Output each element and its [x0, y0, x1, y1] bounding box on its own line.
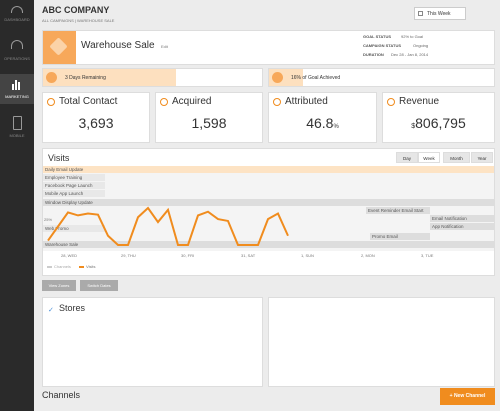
- kpi-value-text: 1,598: [191, 115, 227, 131]
- days-remaining: 3 Days Remaining: [42, 68, 263, 87]
- tab[interactable]: Week: [418, 152, 440, 163]
- channels-title: Channels: [42, 390, 81, 400]
- kpi-value: $806,795: [383, 115, 494, 131]
- calendar-icon: [418, 11, 423, 16]
- visits-title: Visits: [48, 153, 70, 163]
- kpi-icon: [387, 98, 395, 106]
- kpi-title: Total Contact: [59, 96, 118, 107]
- x-tick-label: 30, FRI: [181, 253, 195, 258]
- target-icon: [272, 72, 283, 83]
- stores-table: ✓ Stores: [42, 297, 263, 387]
- days-remaining-label: 3 Days Remaining: [65, 75, 106, 81]
- kpi-title: Acquired: [172, 96, 212, 107]
- campaign-card: Warehouse Sale Edit GOAL STATUS 92% to Go…: [42, 30, 495, 65]
- status-value: 92% to Goal: [401, 34, 424, 39]
- nav-item[interactable]: DASHBOARD: [4, 17, 30, 22]
- event-bar: Mobile App Launch: [43, 190, 105, 197]
- company-title: ABC COMPANY: [42, 5, 110, 15]
- table-title: Stores: [59, 303, 86, 313]
- status-value: Ongoing: [413, 43, 429, 48]
- check-icon: ✓: [48, 307, 54, 314]
- kpi-title: Attributed: [285, 96, 328, 107]
- nav-item[interactable]: MOBILE: [9, 133, 25, 138]
- kpi-card: Revenue $806,795: [382, 92, 495, 143]
- visits-panel: Visits Daily Email Update Employee Train…: [42, 148, 495, 276]
- event-bar: Promo Email: [370, 233, 430, 240]
- x-tick-label: 2, MON: [361, 253, 375, 258]
- tab[interactable]: Day: [396, 152, 418, 163]
- active-nav-bg: [0, 74, 34, 104]
- kpi-value-text: 3,693: [78, 115, 114, 131]
- x-tick-label: 29, THU: [121, 253, 136, 258]
- edit-link[interactable]: Edit: [161, 44, 168, 49]
- date-filter-label: This Week: [427, 11, 451, 17]
- event-bar: Email Notification: [430, 215, 494, 222]
- button[interactable]: View Zones: [42, 280, 76, 291]
- visits-line: [47, 206, 289, 246]
- event-bar: Employee Training: [43, 174, 105, 181]
- kpi-value-text: 806,795: [415, 115, 466, 131]
- event-bar: Event Reminder Email Start: [366, 207, 430, 214]
- kpi-title: Revenue: [399, 96, 440, 107]
- mobile-icon: [13, 116, 22, 130]
- nav-item[interactable]: OPERATIONS: [4, 56, 30, 61]
- x-tick-label: 31, SAT: [241, 253, 256, 258]
- tab[interactable]: Month: [443, 152, 470, 163]
- breadcrumb[interactable]: ALL CAMPAIGNS | WAREHOUSE SALE: [42, 18, 115, 23]
- kpi-value: 3,693: [43, 115, 149, 131]
- kpi-card: Acquired 1,598: [155, 92, 263, 143]
- x-tick-label: 1, SUN: [301, 253, 314, 258]
- marketing-icon: [18, 82, 20, 90]
- x-tick-label: 3, TUE: [421, 253, 434, 258]
- kpi-icon: [273, 98, 281, 106]
- kpi-unit: $: [411, 123, 416, 130]
- kpi-value: 46.8%: [269, 115, 376, 131]
- kpi-unit: %: [333, 124, 339, 130]
- goal-achieved-label: 16% of Goal Achieved: [291, 75, 341, 81]
- button[interactable]: Switch Dates: [80, 280, 118, 291]
- date-filter[interactable]: This Week: [414, 7, 466, 20]
- kpi-value-text: 46.8: [306, 115, 334, 131]
- kpi-card: Total Contact 3,693: [42, 92, 150, 143]
- new-channel-button[interactable]: + New Channel: [440, 388, 495, 405]
- clock-icon: [46, 72, 57, 83]
- event-bar: Window Display Update: [43, 199, 494, 206]
- sidebar: DASHBOARD OPERATIONS MARKETING MOBILE: [0, 0, 34, 411]
- legend-item[interactable]: Channels: [54, 264, 71, 269]
- event-bar: App Notification: [430, 223, 494, 230]
- event-bar: Facebook Page Launch: [43, 182, 105, 189]
- marketing-icon: [15, 80, 17, 90]
- kpi-card: Attributed 46.8%: [268, 92, 377, 143]
- marketing-icon: [12, 84, 14, 90]
- kpi-icon: [47, 98, 55, 106]
- event-bar: Warehouse Sale: [43, 241, 494, 248]
- operations-icon: [11, 40, 23, 49]
- status-label: GOAL STATUS: [363, 34, 391, 39]
- y-label: 25%: [44, 217, 53, 222]
- goal-achieved: 16% of Goal Achieved: [268, 68, 495, 87]
- status-value: Dec 28 - Jan 8, 2014: [391, 52, 429, 57]
- legend-item[interactable]: Visits: [86, 264, 96, 269]
- legend-swatch: [79, 266, 84, 268]
- status-label: CAMPAIGN STATUS: [363, 43, 401, 48]
- status-label: DURATION: [363, 52, 384, 57]
- progress-fill: [43, 69, 176, 86]
- kpi-value: 1,598: [156, 115, 262, 131]
- x-tick-label: 28, WED: [61, 253, 78, 258]
- tab[interactable]: Year: [471, 152, 493, 163]
- kpi-icon: [160, 98, 168, 106]
- legend-swatch: [47, 266, 52, 268]
- campaign-name: Warehouse Sale: [81, 40, 155, 51]
- dashboard-icon: [11, 6, 23, 13]
- event-bar: Daily Email Update: [43, 166, 494, 173]
- nav-item[interactable]: MARKETING: [5, 94, 29, 99]
- zones-table: [268, 297, 495, 387]
